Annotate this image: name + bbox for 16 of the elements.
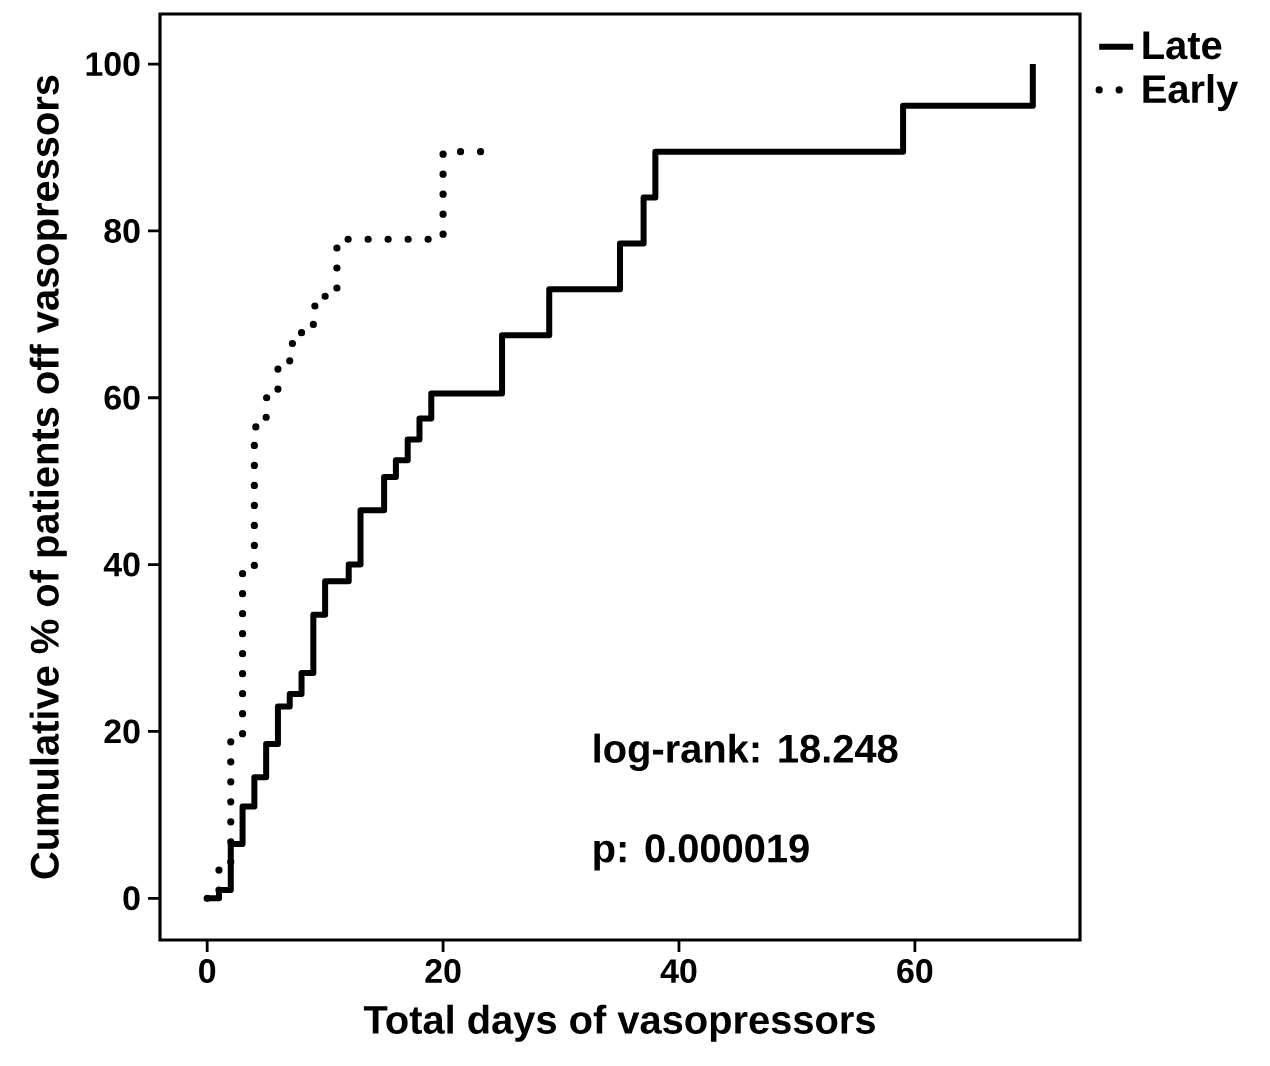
x-tick-label: 40 — [660, 959, 697, 984]
y-tick-label: 100 — [86, 52, 140, 77]
legend-label: Late — [1143, 31, 1222, 60]
y-tick-label: 40 — [103, 552, 140, 577]
annotation: p: 0.000019 — [594, 834, 809, 871]
y-axis-title: Cumulative % of patients off vasopressors — [29, 75, 67, 879]
x-tick-label: 60 — [897, 959, 933, 984]
legend-label: Early — [1143, 73, 1239, 112]
x-tick-label: 20 — [425, 959, 461, 984]
x-axis-title: Total days of vasopressors — [363, 1004, 875, 1042]
y-tick-label: 0 — [123, 886, 140, 911]
y-tick-label: 60 — [104, 385, 140, 410]
y-tick-label: 20 — [104, 719, 140, 744]
x-tick-label: 0 — [199, 959, 216, 984]
annotation: log-rank: 18.248 — [594, 733, 898, 771]
y-tick-label: 80 — [104, 218, 140, 243]
